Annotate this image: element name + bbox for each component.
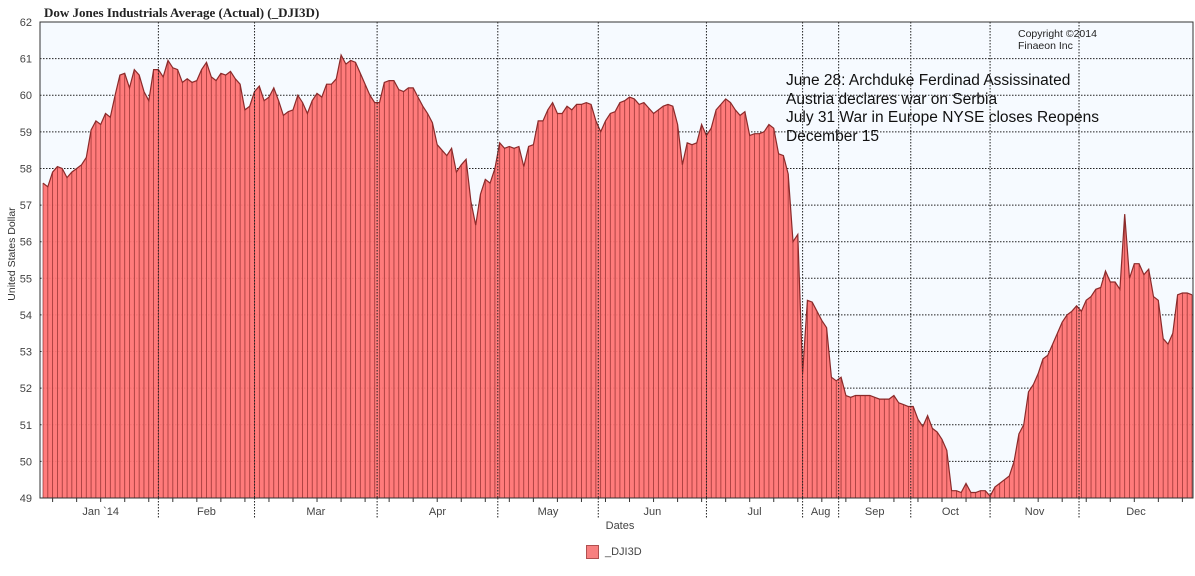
y-tick-label: 54 (20, 310, 32, 322)
x-tick-label: Jul (747, 506, 761, 518)
x-tick-label: Jan `14 (82, 506, 119, 518)
x-tick-label: May (538, 506, 559, 518)
x-tick-label: Apr (429, 506, 446, 518)
annotation-line: December 15 (786, 127, 880, 145)
annotation-line: Austria declares war on Serbia (786, 90, 998, 108)
y-tick-label: 62 (20, 17, 32, 29)
y-tick-label: 56 (20, 237, 32, 249)
plot-border (39, 21, 1194, 499)
legend-label: _DJI3D (605, 546, 642, 558)
x-tick-label: Nov (1025, 506, 1045, 518)
y-tick-label: 57 (20, 200, 32, 212)
y-tick-label: 61 (20, 54, 32, 66)
y-axis-label: United States Dollar (6, 207, 18, 301)
y-tick-label: 51 (20, 420, 32, 432)
y-tick-label: 58 (20, 163, 32, 175)
event-annotation: June 28: Archduke Ferdinad Assissinated … (786, 72, 1099, 146)
y-tick-label: 59 (20, 127, 32, 139)
copyright-line: Copyright ©2014 (1018, 28, 1097, 40)
x-tick-label: Dec (1126, 506, 1146, 518)
x-axis-label: Dates (605, 520, 635, 532)
legend[interactable]: _DJI3D (586, 545, 642, 559)
series-area (43, 55, 1192, 498)
annotation-line: June 28: Archduke Ferdinad Assissinated (786, 72, 1071, 89)
x-tick-label: Mar (306, 506, 325, 518)
series-line (42, 53, 1193, 498)
y-tick-label: 49 (20, 493, 32, 505)
x-tick-label: Oct (942, 506, 959, 518)
copyright-notice: Copyright ©2014 Finaeon Inc (1018, 28, 1097, 52)
legend-swatch (586, 545, 599, 559)
x-tick-label: Sep (865, 506, 885, 518)
y-tick-label: 53 (20, 347, 32, 359)
y-tick-label: 50 (20, 456, 32, 468)
x-tick-label: Aug (811, 506, 831, 518)
x-tick-label: Jun (643, 506, 661, 518)
y-tick-label: 52 (20, 383, 32, 395)
y-tick-label: 60 (20, 90, 32, 102)
copyright-company: Finaeon Inc (1018, 40, 1073, 52)
x-tick-label: Feb (197, 506, 216, 518)
annotation-line: July 31 War in Europe NYSE closes Reopen… (786, 109, 1100, 126)
chart-title: Dow Jones Industrials Average (Actual) (… (44, 5, 320, 20)
y-tick-label: 55 (20, 273, 32, 285)
